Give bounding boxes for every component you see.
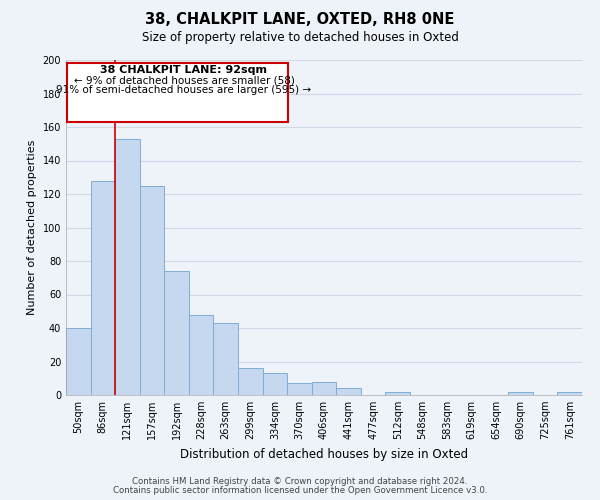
Text: 38, CHALKPIT LANE, OXTED, RH8 0NE: 38, CHALKPIT LANE, OXTED, RH8 0NE xyxy=(145,12,455,28)
Bar xyxy=(91,180,115,395)
Bar xyxy=(164,271,189,395)
Text: ← 9% of detached houses are smaller (58): ← 9% of detached houses are smaller (58) xyxy=(74,75,295,85)
Text: Contains public sector information licensed under the Open Government Licence v3: Contains public sector information licen… xyxy=(113,486,487,495)
Bar xyxy=(508,392,533,395)
Bar xyxy=(115,138,140,395)
Bar xyxy=(238,368,263,395)
Text: Size of property relative to detached houses in Oxted: Size of property relative to detached ho… xyxy=(142,31,458,44)
Text: 91% of semi-detached houses are larger (595) →: 91% of semi-detached houses are larger (… xyxy=(56,85,311,95)
Text: 38 CHALKPIT LANE: 92sqm: 38 CHALKPIT LANE: 92sqm xyxy=(100,65,268,75)
Bar xyxy=(336,388,361,395)
Y-axis label: Number of detached properties: Number of detached properties xyxy=(27,140,37,315)
Text: Contains HM Land Registry data © Crown copyright and database right 2024.: Contains HM Land Registry data © Crown c… xyxy=(132,477,468,486)
Bar xyxy=(66,328,91,395)
Bar xyxy=(214,323,238,395)
Bar xyxy=(385,392,410,395)
Bar xyxy=(189,314,214,395)
FancyBboxPatch shape xyxy=(67,64,289,122)
Bar xyxy=(263,373,287,395)
Bar xyxy=(557,392,582,395)
Bar xyxy=(140,186,164,395)
X-axis label: Distribution of detached houses by size in Oxted: Distribution of detached houses by size … xyxy=(180,448,468,460)
Bar xyxy=(287,384,312,395)
Bar xyxy=(312,382,336,395)
